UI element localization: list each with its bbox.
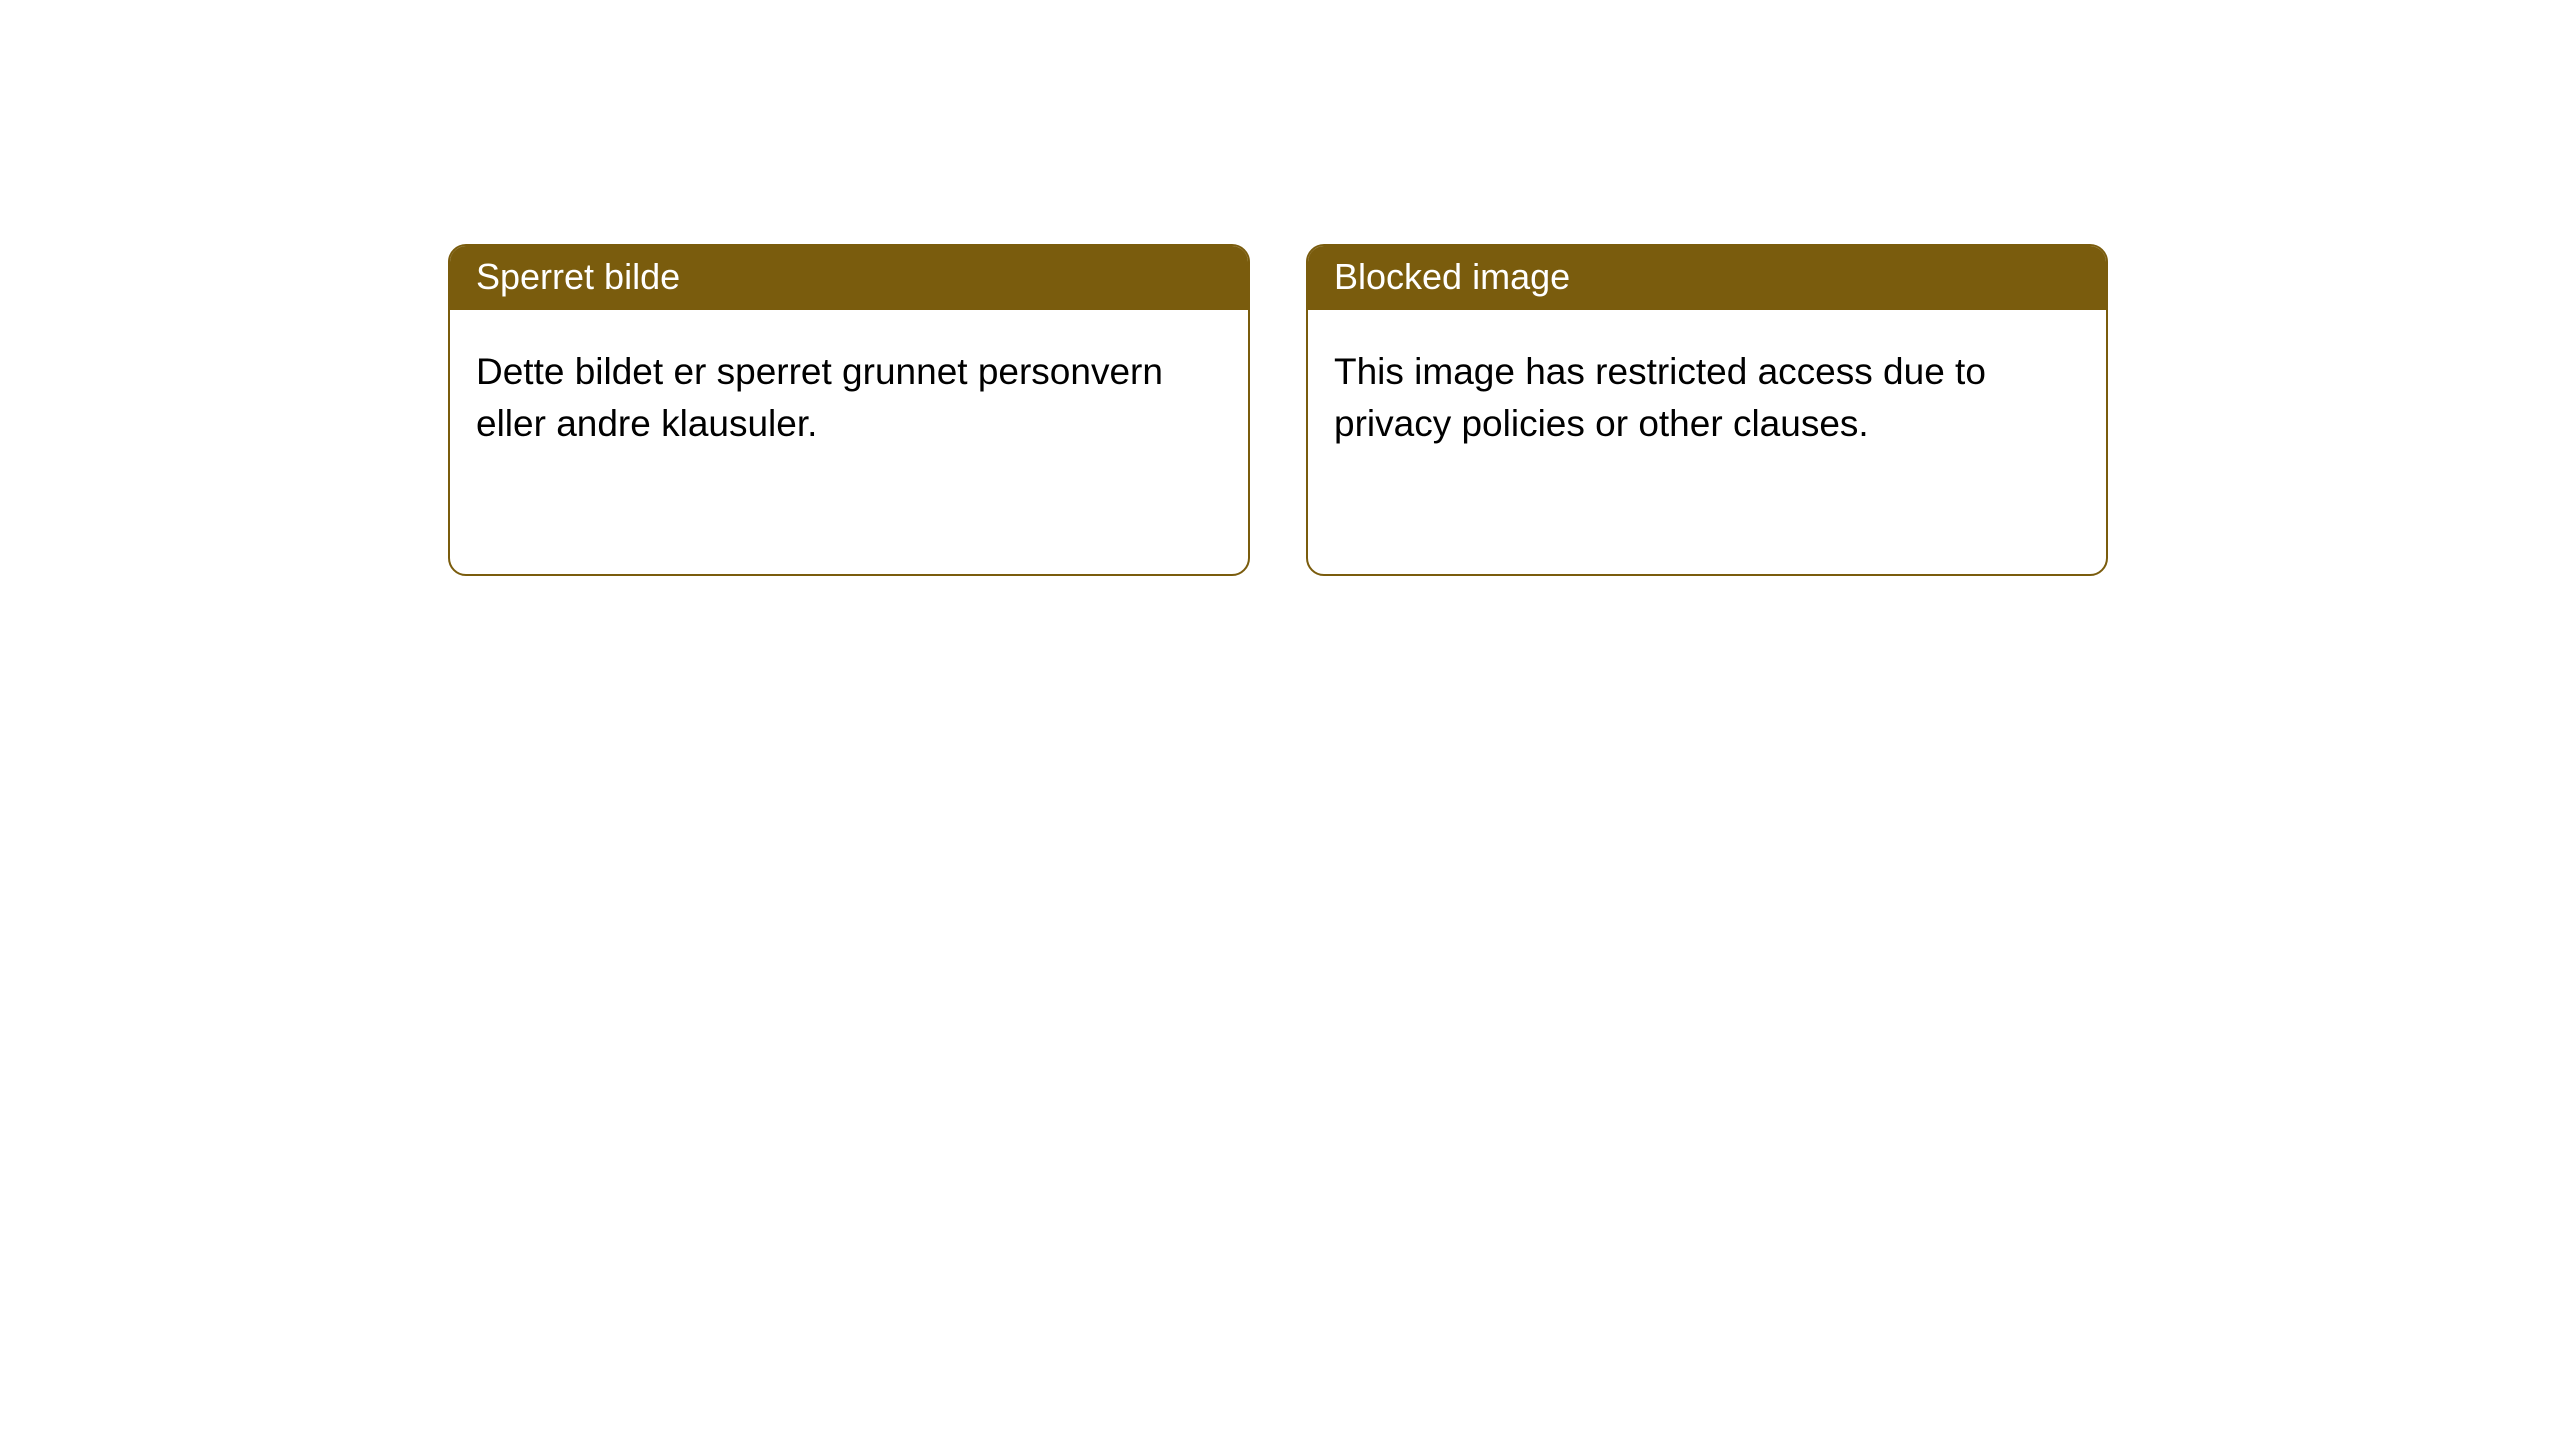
card-title-english: Blocked image bbox=[1308, 246, 2106, 310]
card-body-norwegian: Dette bildet er sperret grunnet personve… bbox=[450, 310, 1248, 486]
notice-card-english: Blocked image This image has restricted … bbox=[1306, 244, 2108, 576]
notice-container: Sperret bilde Dette bildet er sperret gr… bbox=[0, 0, 2560, 576]
card-body-english: This image has restricted access due to … bbox=[1308, 310, 2106, 486]
notice-card-norwegian: Sperret bilde Dette bildet er sperret gr… bbox=[448, 244, 1250, 576]
card-title-norwegian: Sperret bilde bbox=[450, 246, 1248, 310]
